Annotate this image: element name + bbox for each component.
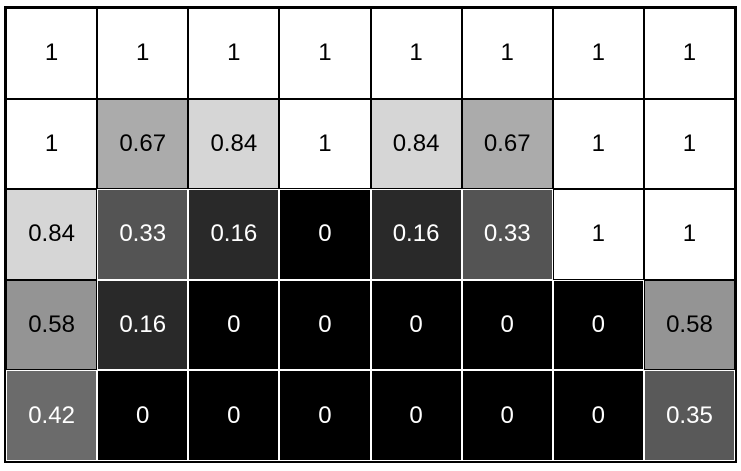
- grid-cell: 0.84: [6, 189, 98, 280]
- grid-cell: 0: [97, 370, 189, 461]
- grid-cell: 0.33: [461, 189, 553, 280]
- grid-cell: 1: [6, 8, 98, 99]
- grid-cell: 0.67: [461, 98, 553, 190]
- grid-cell: 0.16: [370, 189, 462, 280]
- grid-cell: 1: [370, 8, 462, 99]
- grid-cell: 0.33: [97, 189, 189, 280]
- grid-cell: 0: [370, 279, 462, 371]
- grid-cell: 0: [461, 279, 553, 371]
- grid-cell: 0.16: [188, 189, 280, 280]
- grid-cell: 1: [643, 98, 735, 190]
- grid-cell: 0: [552, 279, 644, 371]
- grid-cell: 1: [643, 8, 735, 99]
- grid-cell: 1: [279, 98, 371, 190]
- grid-cell: 0.58: [6, 279, 98, 371]
- grid-cell: 1: [552, 8, 644, 99]
- value-grid: 1 1 1 1 1 1 1 1 1 0.67 0.84 1 0.84 0.67 1 1 0.84 0.33 0.16…: [4, 6, 737, 463]
- grid-cell: 0.42: [6, 370, 98, 461]
- grid-cell: 1: [279, 8, 371, 99]
- grid-cell: 0: [188, 279, 280, 371]
- grid-cell: 0.84: [370, 98, 462, 190]
- grid-cell: 0: [552, 370, 644, 461]
- grid-cell: 0: [279, 370, 371, 461]
- grid-cell: 0.16: [97, 279, 189, 371]
- grid-cell: 0: [279, 189, 371, 280]
- grid-cell: 0.67: [97, 98, 189, 190]
- grid-cell: 0: [188, 370, 280, 461]
- grid-cell: 1: [6, 98, 98, 190]
- grid-cell: 0: [370, 370, 462, 461]
- grid-cell: 0: [279, 279, 371, 371]
- grid-cell: 1: [552, 189, 644, 280]
- grid-cell: 1: [461, 8, 553, 99]
- grid-cell: 0: [461, 370, 553, 461]
- grid-cell: 0.58: [643, 279, 735, 371]
- grid-cell: 1: [188, 8, 280, 99]
- grid-cell: 0.84: [188, 98, 280, 190]
- grid-cell: 1: [552, 98, 644, 190]
- grid-cell: 1: [643, 189, 735, 280]
- grid-cell: 1: [97, 8, 189, 99]
- grid-cell: 0.35: [643, 370, 735, 461]
